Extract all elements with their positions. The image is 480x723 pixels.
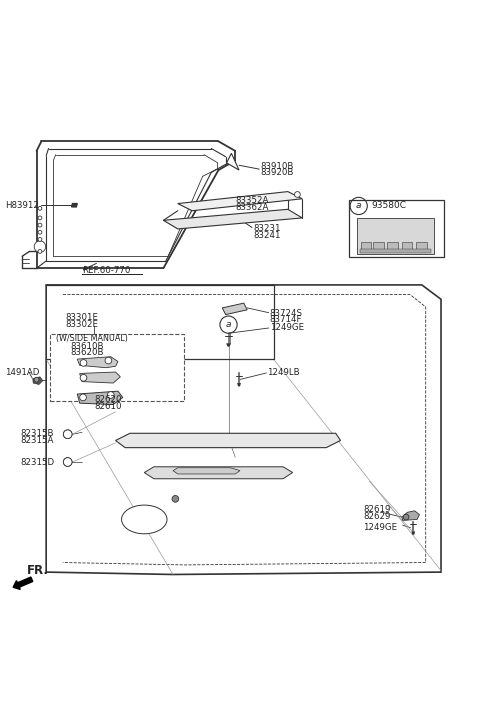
- Polygon shape: [144, 467, 293, 479]
- Polygon shape: [360, 242, 371, 252]
- Text: 83352A: 83352A: [235, 196, 269, 205]
- FancyBboxPatch shape: [50, 334, 183, 401]
- Polygon shape: [411, 531, 415, 535]
- Text: a: a: [356, 202, 361, 210]
- Text: 83302E: 83302E: [65, 320, 98, 329]
- Text: 83620B: 83620B: [70, 348, 104, 357]
- Text: 82629: 82629: [363, 512, 390, 521]
- Polygon shape: [416, 242, 427, 252]
- Polygon shape: [72, 204, 77, 207]
- Text: 82315A: 82315A: [21, 436, 54, 445]
- Circle shape: [80, 359, 87, 367]
- Circle shape: [34, 377, 39, 382]
- Circle shape: [38, 249, 42, 253]
- Circle shape: [38, 207, 42, 210]
- Circle shape: [38, 231, 42, 234]
- Polygon shape: [77, 356, 118, 368]
- Circle shape: [108, 392, 114, 398]
- Polygon shape: [33, 377, 43, 385]
- Text: 1249GE: 1249GE: [270, 323, 304, 333]
- Circle shape: [403, 514, 409, 520]
- Polygon shape: [237, 383, 241, 386]
- Text: 83231: 83231: [253, 224, 280, 233]
- Text: 83301E: 83301E: [65, 314, 98, 322]
- Polygon shape: [173, 468, 240, 474]
- Text: 83714F: 83714F: [270, 315, 302, 325]
- Circle shape: [63, 430, 72, 439]
- Circle shape: [38, 223, 42, 227]
- Text: 82610: 82610: [94, 402, 121, 411]
- Polygon shape: [387, 242, 398, 252]
- Text: 83610B: 83610B: [70, 342, 104, 351]
- Polygon shape: [226, 343, 231, 346]
- Polygon shape: [373, 242, 384, 252]
- Polygon shape: [402, 242, 412, 252]
- Circle shape: [80, 394, 86, 401]
- Text: 1249GE: 1249GE: [363, 523, 397, 532]
- Circle shape: [105, 357, 112, 364]
- Text: 93580C: 93580C: [371, 202, 406, 210]
- Text: 83910B: 83910B: [260, 162, 293, 171]
- Text: 83362A: 83362A: [235, 203, 269, 212]
- Text: 83724S: 83724S: [270, 309, 303, 317]
- Circle shape: [80, 375, 87, 381]
- FancyBboxPatch shape: [349, 200, 444, 257]
- Text: (W/SIDE MANUAL): (W/SIDE MANUAL): [56, 333, 128, 343]
- Polygon shape: [222, 303, 247, 315]
- Text: 82315B: 82315B: [21, 429, 54, 438]
- Polygon shape: [163, 209, 302, 229]
- Circle shape: [172, 495, 179, 502]
- Polygon shape: [80, 372, 120, 383]
- Polygon shape: [46, 285, 441, 575]
- Polygon shape: [84, 267, 86, 270]
- Polygon shape: [116, 433, 340, 448]
- Polygon shape: [227, 153, 239, 170]
- Text: 82315D: 82315D: [21, 458, 55, 466]
- Polygon shape: [402, 511, 420, 521]
- Polygon shape: [77, 391, 123, 405]
- Text: 82619: 82619: [363, 505, 390, 514]
- Text: 83241: 83241: [253, 231, 280, 239]
- Text: a: a: [226, 320, 231, 329]
- Circle shape: [63, 458, 72, 466]
- Circle shape: [63, 430, 72, 439]
- Polygon shape: [360, 249, 432, 253]
- Text: REF.60-770: REF.60-770: [82, 266, 131, 275]
- Ellipse shape: [121, 505, 167, 534]
- Text: 1491AD: 1491AD: [5, 367, 40, 377]
- Circle shape: [34, 241, 46, 252]
- Text: H83912: H83912: [5, 201, 39, 210]
- Polygon shape: [178, 192, 302, 210]
- Polygon shape: [357, 218, 434, 254]
- Text: 82620: 82620: [94, 395, 121, 404]
- Circle shape: [38, 238, 42, 241]
- Circle shape: [63, 458, 72, 466]
- Circle shape: [38, 216, 42, 220]
- Text: 83920B: 83920B: [260, 168, 293, 177]
- Text: 1249LB: 1249LB: [267, 369, 300, 377]
- FancyArrow shape: [13, 577, 33, 589]
- Circle shape: [295, 192, 300, 197]
- Text: FR.: FR.: [27, 565, 49, 578]
